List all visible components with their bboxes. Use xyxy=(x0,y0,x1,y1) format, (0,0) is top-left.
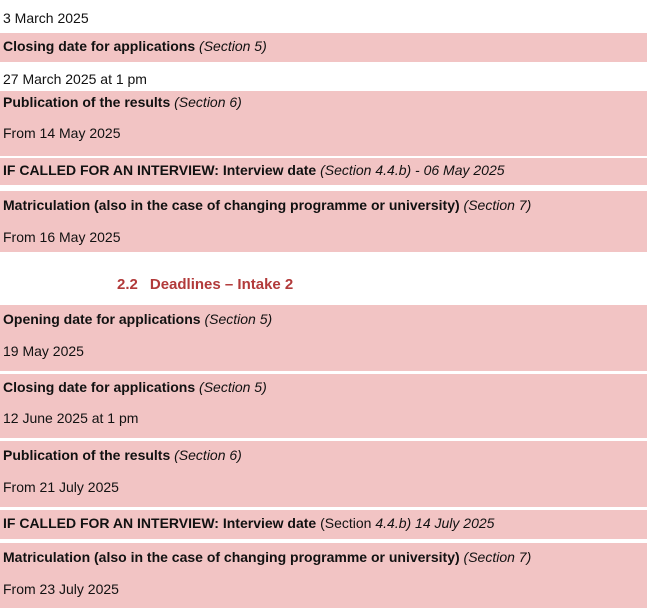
intake1-interview-heading: IF CALLED FOR AN INTERVIEW: Interview da… xyxy=(3,162,505,179)
intake2-matriculation-ref: (Section 7) xyxy=(463,549,532,565)
intake2-opening-ref: (Section 5) xyxy=(204,311,273,327)
intake2-interview-row: IF CALLED FOR AN INTERVIEW: Interview da… xyxy=(0,510,647,539)
intake2-matriculation-label: Matriculation (also in the case of chang… xyxy=(3,549,460,565)
intake2-matriculation-row: Matriculation (also in the case of chang… xyxy=(0,543,647,608)
intake2-opening-label: Opening date for applications xyxy=(3,311,201,327)
intake2-publication-heading: Publication of the results (Section 6) xyxy=(3,447,242,464)
intake2-closing-label: Closing date for applications xyxy=(3,379,196,395)
intake2-publication-ref: (Section 6) xyxy=(174,447,242,463)
intake1-closing-heading: Closing date for applications (Section 5… xyxy=(3,38,267,55)
intake1-closing-label: Closing date for applications xyxy=(3,38,196,54)
intake2-closing-date: 12 June 2025 at 1 pm xyxy=(3,410,139,426)
intake1-interview-row: IF CALLED FOR AN INTERVIEW: Interview da… xyxy=(0,158,647,185)
intake1-publication-date: From 14 May 2025 xyxy=(3,125,121,141)
intake1-matriculation-heading: Matriculation (also in the case of chang… xyxy=(3,197,531,214)
intake1-publication-ref: (Section 6) xyxy=(174,94,242,110)
intake2-interview-ref-plain: (Section xyxy=(320,515,372,531)
intake2-publication-row: Publication of the results (Section 6) F… xyxy=(0,441,647,507)
intake2-opening-heading: Opening date for applications (Section 5… xyxy=(3,311,272,328)
section-heading: 2.2 Deadlines – Intake 2 xyxy=(117,276,293,294)
intake2-interview-heading: IF CALLED FOR AN INTERVIEW: Interview da… xyxy=(3,515,494,532)
intake2-opening-date: 19 May 2025 xyxy=(3,343,84,359)
intake2-opening-row: Opening date for applications (Section 5… xyxy=(0,305,647,371)
intake1-matriculation-ref: (Section 7) xyxy=(463,197,532,213)
intake1-matriculation-row: Matriculation (also in the case of chang… xyxy=(0,191,647,252)
intake1-matriculation-date: From 16 May 2025 xyxy=(3,229,121,245)
intake2-interview-label: IF CALLED FOR AN INTERVIEW: Interview da… xyxy=(3,515,317,531)
intake2-closing-ref: (Section 5) xyxy=(199,379,267,395)
intake1-matriculation-label: Matriculation (also in the case of chang… xyxy=(3,197,460,213)
section-title: Deadlines – Intake 2 xyxy=(149,276,294,293)
intake1-interview-ref: (Section 4.4.b) - 06 May 2025 xyxy=(320,162,505,178)
intake1-publication-heading: Publication of the results (Section 6) xyxy=(3,94,242,111)
intake2-publication-date: From 21 July 2025 xyxy=(3,479,119,495)
intake1-opening-date: 3 March 2025 xyxy=(3,10,89,26)
intake2-closing-row: Closing date for applications (Section 5… xyxy=(0,374,647,438)
intake1-publication-row: Publication of the results (Section 6) F… xyxy=(0,91,647,156)
intake2-matriculation-heading: Matriculation (also in the case of chang… xyxy=(3,549,531,566)
intake1-interview-label: IF CALLED FOR AN INTERVIEW: Interview da… xyxy=(3,162,317,178)
intake1-closing-row: Closing date for applications (Section 5… xyxy=(0,33,647,62)
intake1-publication-label: Publication of the results xyxy=(3,94,171,110)
intake1-closing-date: 27 March 2025 at 1 pm xyxy=(3,71,147,87)
intake1-closing-ref: (Section 5) xyxy=(199,38,267,54)
section-number: 2.2 xyxy=(117,276,138,293)
intake2-matriculation-date: From 23 July 2025 xyxy=(3,581,119,597)
intake2-publication-label: Publication of the results xyxy=(3,447,171,463)
intake2-interview-ref-italic: 4.4.b) 14 July 2025 xyxy=(375,515,495,531)
intake2-closing-heading: Closing date for applications (Section 5… xyxy=(3,379,267,396)
